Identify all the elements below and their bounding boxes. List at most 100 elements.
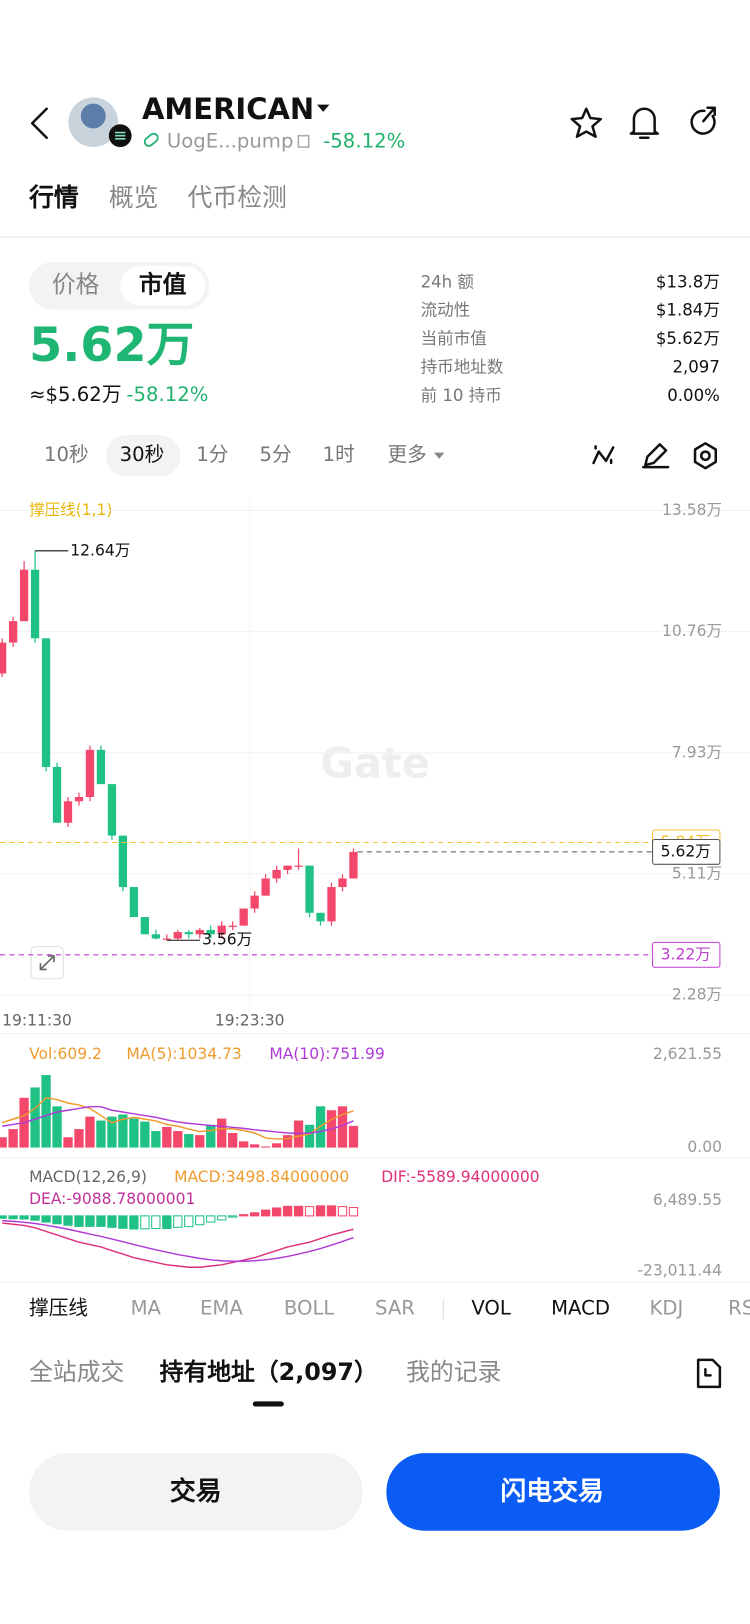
candle-body [173,932,182,939]
macd-bar [8,1215,18,1220]
interval[interactable]: 30秒 [120,443,165,466]
macd-bar [118,1215,128,1229]
dif-legend: DIF:-5589.94000000 [381,1168,539,1186]
macd-bar [140,1215,150,1230]
volume-bar [30,1087,40,1148]
copy-icon[interactable] [297,134,310,148]
back-button[interactable] [30,107,48,139]
draw-icon[interactable] [642,443,670,469]
volume-bar [162,1126,172,1148]
indicator-tab[interactable]: 撑压线 [29,1297,88,1320]
indicator-tab[interactable]: BOLL [284,1297,335,1320]
candle-body [107,784,117,836]
tab[interactable]: 我的记录 [406,1358,501,1386]
macd-bar [52,1215,62,1225]
candle-body [239,908,248,926]
volume-bar [239,1141,249,1148]
settings-icon[interactable] [693,442,717,470]
macd-bar [315,1205,326,1217]
indicator-tab[interactable]: MACD [551,1297,610,1320]
volume-bar [271,1143,282,1148]
candle-body [338,878,347,888]
macd-bar [326,1205,337,1217]
candle-body [261,878,270,896]
dea-legend: DEA:-9088.78000001 [29,1190,195,1208]
alert-icon[interactable] [629,107,659,139]
candle-body [349,851,358,879]
y-tick-label: 0.00 [687,1138,722,1156]
macd-bar [96,1215,106,1227]
interval[interactable]: 1时 [323,443,355,466]
macd-bar [63,1215,73,1226]
macd-bar [337,1206,348,1217]
indicator-tab[interactable]: KDJ [649,1297,683,1320]
stat-value: $13.8万 [656,272,720,291]
settings-icon-center[interactable] [700,450,711,462]
y-tick-label: 5.11万 [672,864,722,882]
favorite-icon[interactable] [570,107,603,138]
macd-bar [74,1215,84,1227]
indicator-tab[interactable]: EMA [200,1297,243,1320]
flash-trade-button[interactable] [386,1453,720,1531]
candle-body [162,938,171,940]
indicator-tab[interactable]: VOL [471,1297,511,1320]
trade-button[interactable] [29,1453,363,1531]
header-change: -58.12% [323,129,405,152]
share-icon[interactable] [690,106,716,135]
macd-bar [271,1207,282,1217]
toggle-option[interactable]: 价格 [52,270,100,298]
trade-button-label[interactable]: 交易 [170,1476,222,1507]
candle-body [228,925,237,927]
tab-active[interactable]: 持有地址（2,097） [160,1358,378,1386]
interval[interactable]: 5分 [259,443,291,466]
stat-value: $1.84万 [656,301,720,320]
interval[interactable]: 1分 [196,443,228,466]
candle-body [250,895,259,909]
candle-body [283,865,292,870]
token-name[interactable]: AMERICAN [142,92,314,126]
flash-trade-button-label[interactable]: 闪电交易 [500,1476,604,1507]
candle-body [19,569,29,622]
macd-bar [282,1205,293,1217]
last-price-box [652,838,721,865]
indicator-icon[interactable] [592,445,615,465]
dropdown-arrow[interactable] [317,104,330,112]
volume-bar [249,1144,260,1148]
stat-label: 持币地址数 [421,358,504,377]
change: -58.12% [126,383,208,406]
interval[interactable]: 10秒 [44,443,89,466]
volume-bar [107,1116,117,1148]
tab[interactable]: 全站成交 [29,1358,124,1386]
interval[interactable]: 更多 [387,443,426,466]
candle-body [305,865,314,913]
interval-active-bg [105,435,181,477]
expand-icon[interactable] [39,955,55,971]
candle-body [272,869,281,879]
macd-bar [173,1215,183,1228]
volume-bar [184,1134,194,1148]
vol-legend: Vol:609.2 [29,1045,102,1063]
tab[interactable]: 代币检测 [188,183,287,212]
tab-active[interactable]: 行情 [28,183,79,212]
more-arrow[interactable] [434,452,445,459]
indicator-tab[interactable]: RSI [728,1297,750,1320]
macd-bar [239,1214,249,1217]
dif-line [2,1222,354,1268]
toggle-option-active[interactable]: 市值 [139,270,187,298]
record-icon[interactable] [696,1358,722,1389]
indicator-tab[interactable]: MA [131,1297,162,1320]
macd-bar [129,1215,139,1230]
candle-body [184,932,193,935]
candle-body [41,638,51,767]
macd-bar [304,1206,315,1217]
indicator-tab[interactable]: SAR [375,1297,415,1320]
candle-body [294,865,303,867]
watermark: Gate [320,739,430,787]
y-tick-label: 7.93万 [672,743,722,761]
macd-bar [206,1215,216,1223]
candle-body [85,749,95,797]
volume-bar [96,1120,106,1148]
macd-bar [107,1215,117,1228]
tab[interactable]: 概览 [109,183,159,212]
